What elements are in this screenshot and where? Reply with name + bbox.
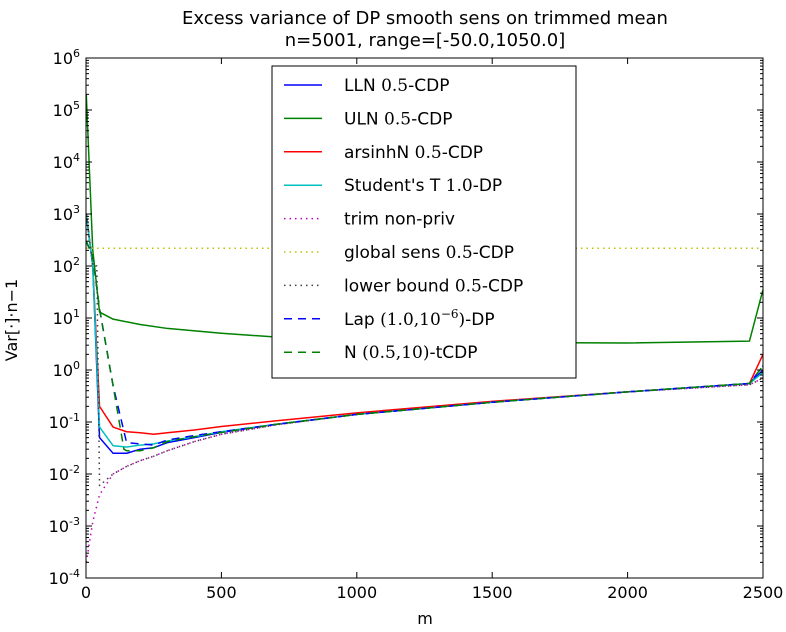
x-tick-label: 1500 (472, 583, 513, 602)
y-tick-label: 102 (53, 255, 80, 276)
series-line-lower-bound-0-5-cdp (85, 213, 764, 487)
x-tick-label: 500 (206, 583, 237, 602)
y-tick-label: 104 (53, 151, 80, 172)
legend-label-arsinhn-0-5-cdp: arsinhN 0.5-CDP (344, 143, 483, 163)
legend-box (271, 65, 577, 379)
y-tick-label: 106 (53, 47, 80, 68)
legend-label-lln-0-5-cdp: LLN 0.5-CDP (344, 76, 449, 96)
x-tick-label: 1000 (336, 583, 377, 602)
legend-label-student-s-t-1-0-dp: Student's T 1.0-DP (344, 176, 502, 196)
x-tick-label: 2500 (743, 583, 784, 602)
series-layer (85, 94, 764, 563)
x-tick-label: 0 (81, 583, 91, 602)
series-line-trim-non-priv (85, 377, 764, 563)
legend: LLN 0.5-CDP ULN 0.5-CDP arsinhN 0.5-CDP Stu… (271, 65, 577, 379)
chart-subtitle: n=5001, range=[-50.0,1050.0] (285, 30, 566, 51)
legend-label-n-0-5-10-tcdp: N (0.5,10)-tCDP (344, 343, 477, 363)
ticks-layer: 0 500 1000 1500 2000 2500 10-4 10-3 10-2 10-1 100 1… (49, 47, 784, 602)
legend-label-global-sens-0-5-cdp: global sens 0.5-CDP (344, 243, 514, 263)
y-tick-label: 105 (53, 99, 80, 120)
y-tick-label: 10-1 (49, 411, 80, 432)
legend-label-uln-0-5-cdp: ULN 0.5-CDP (344, 109, 452, 129)
y-tick-label: 10-3 (49, 515, 80, 536)
y-tick-label: 101 (53, 307, 80, 328)
x-axis-label: m (417, 609, 433, 628)
y-tick-label: 10-4 (49, 567, 80, 588)
y-axis-label: Var[·]·n−1 (2, 279, 21, 361)
legend-label-lower-bound-0-5-cdp: lower bound 0.5-CDP (344, 276, 523, 296)
y-tick-label: 100 (53, 359, 80, 380)
y-tick-label: 10-2 (49, 463, 80, 484)
series-line-n-0-5-10-tcdp (85, 240, 764, 452)
chart-title: Excess variance of DP smooth sens on tri… (182, 8, 668, 29)
legend-label-lap-1-0-10-6-dp: Lap (1.0,10−6)-DP (344, 307, 495, 330)
y-tick-label: 103 (53, 203, 80, 224)
x-tick-label: 2000 (607, 583, 648, 602)
legend-label-trim-non-priv: trim non-priv (344, 210, 455, 230)
